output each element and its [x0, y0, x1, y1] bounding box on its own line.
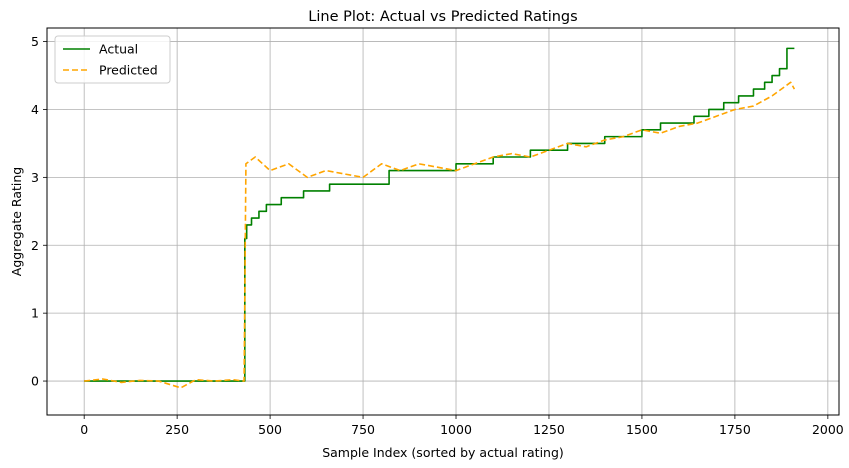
x-tick-label: 500 [258, 422, 282, 437]
y-tick-label: 5 [31, 34, 39, 49]
x-axis-label: Sample Index (sorted by actual rating) [322, 445, 564, 460]
x-tick-label: 1500 [626, 422, 658, 437]
legend-box [54, 35, 171, 84]
legend: Actual Predicted [54, 35, 171, 84]
y-tick-label: 0 [31, 374, 39, 389]
legend-label-actual: Actual [99, 42, 138, 57]
x-tick-label: 2000 [812, 422, 844, 437]
x-tick-label: 0 [80, 422, 88, 437]
x-tick-label: 1750 [719, 422, 751, 437]
grid-lines [47, 28, 839, 415]
y-tick-label: 1 [31, 306, 39, 321]
series-line-actual [84, 47, 795, 382]
x-tick-label: 1250 [533, 422, 565, 437]
axis-ticks: 0 250 500 750 1000 1250 1500 1750 2000 0 1 2 3 4 5 [31, 34, 844, 437]
legend-label-predicted: Predicted [99, 63, 158, 78]
x-tick-label: 250 [165, 422, 189, 437]
y-tick-label: 4 [31, 102, 39, 117]
y-tick-label: 2 [31, 238, 39, 253]
series-line-predicted [84, 81, 796, 389]
chart-title: Line Plot: Actual vs Predicted Ratings [308, 9, 577, 25]
plot-frame [46, 27, 840, 416]
series-layer [84, 47, 796, 389]
y-tick-label: 3 [31, 170, 39, 185]
y-axis-label: Aggregate Rating [9, 167, 24, 276]
x-tick-label: 1000 [440, 422, 472, 437]
x-tick-label: 750 [351, 422, 375, 437]
